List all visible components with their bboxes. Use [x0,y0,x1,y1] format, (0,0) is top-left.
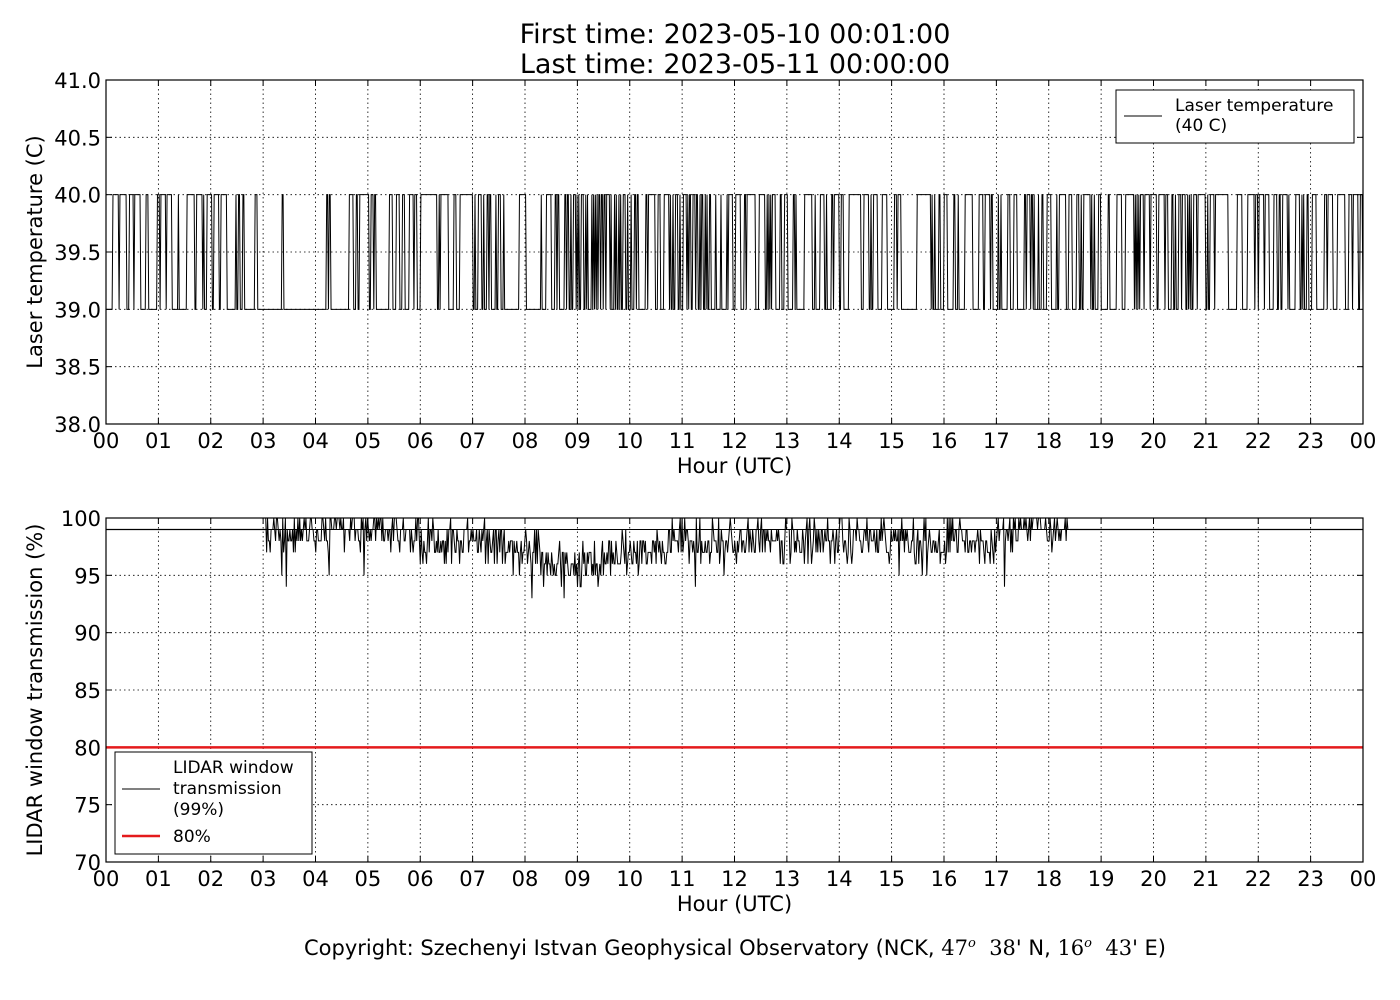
longitude-suffix: ' E) [1132,936,1167,960]
temp-x-tick-label: 19 [1088,429,1115,453]
lidar-x-tick-label: 20 [1140,867,1167,891]
temp-x-tick-label: 23 [1297,429,1324,453]
temp-x-tick-label: 01 [145,429,172,453]
laser-temperature-series-line [106,194,1363,310]
temp-y-tick-label: 39.5 [54,241,101,265]
laser-temperature-panel: 00 01 02 03 04 05 06 07 08 09 10 11 12 13 14 15 16 17 18 19… [23,69,1376,478]
temp-legend: Laser temperature(40 C) [1115,89,1355,144]
temp-legend-label-line2: (40 C) [1175,116,1227,136]
temp-x-tick-label: 18 [1035,429,1062,453]
lidar-x-tick-label: 00 [93,867,120,891]
temp-y-tick-label: 39.0 [54,298,101,322]
temp-y-tick-label: 41.0 [54,69,101,93]
lidar-x-tick-label: 19 [1088,867,1115,891]
temp-x-tick-label: 02 [197,429,224,453]
figure-title-line2: Last time: 2023-05-11 00:00:00 [520,49,950,80]
temp-axes-frame [105,79,1364,425]
lidar-transmission-panel: 00 01 02 03 04 05 06 07 08 09 10 11 12 13 14 15 16 17 18 19… [23,507,1376,916]
lidar-axes-frame [105,517,1364,863]
temp-x-tick-label: 09 [564,429,591,453]
lidar-y-axis-label: LIDAR window transmission (%) [23,524,47,857]
lidar-x-tick-label: 10 [616,867,643,891]
lidar-x-tick-label: 12 [721,867,748,891]
temp-y-tick-label: 40.5 [54,126,101,150]
lidar-legend-label-line3: (99%) [173,800,224,820]
lidar-x-axis-label: Hour (UTC) [677,892,792,916]
lidar-x-tick-label: 22 [1245,867,1272,891]
lidar-legend-label-threshold: 80% [173,827,211,847]
temp-x-tick-label: 15 [878,429,905,453]
lidar-x-tick-label: 21 [1193,867,1220,891]
temp-x-tick-label: 14 [826,429,853,453]
lidar-transmission-series-line [265,518,1070,599]
temp-x-tick-label: 20 [1140,429,1167,453]
temp-x-tick-label: 16 [931,429,958,453]
temp-x-tick-label: 04 [302,429,329,453]
lidar-x-tick-label: 17 [983,867,1010,891]
lidar-x-tick-label: 13 [774,867,801,891]
lidar-x-tick-label: 14 [826,867,853,891]
lidar-y-tick-label: 100 [61,507,101,531]
temp-y-tick-label: 38.5 [54,356,101,380]
temp-x-tick-label: 08 [512,429,539,453]
lidar-y-tick-label: 95 [74,564,101,588]
lidar-legend-label-line2: transmission [173,779,282,799]
latitude-degrees: 47o 38 [941,936,1016,960]
figure-title-line1: First time: 2023-05-10 00:01:00 [520,19,951,50]
lidar-y-tick-label: 85 [74,679,101,703]
lidar-legend-label-line1: LIDAR window [173,758,294,778]
lidar-x-tick-label: 00 [1350,867,1377,891]
temp-x-tick-label: 10 [616,429,643,453]
lidar-y-tick-label: 80 [74,736,101,760]
latitude-suffix: ' N, [1015,936,1058,960]
temp-x-tick-label: 07 [459,429,486,453]
lidar-x-tick-label: 16 [931,867,958,891]
temp-x-tick-label: 00 [1350,429,1377,453]
temp-y-tick-label: 38.0 [54,413,101,437]
temp-x-axis-label: Hour (UTC) [677,454,792,478]
lidar-x-tick-label: 18 [1035,867,1062,891]
temp-x-tick-label: 00 [93,429,120,453]
lidar-x-tick-label: 15 [878,867,905,891]
lidar-x-tick-label: 05 [355,867,382,891]
temp-x-tick-label: 21 [1193,429,1220,453]
longitude-degrees: 16o 43 [1057,936,1133,960]
temp-legend-label-line1: Laser temperature [1175,96,1333,116]
temp-y-tick-label: 40.0 [54,184,101,208]
temp-x-tick-label: 22 [1245,429,1272,453]
temp-x-tick-label: 03 [250,429,277,453]
temp-x-tick-label: 13 [774,429,801,453]
copyright-prefix: Copyright: Szechenyi Istvan Geophysical … [303,936,942,960]
lidar-x-tick-label: 02 [197,867,224,891]
temp-x-tick-label: 06 [407,429,434,453]
copyright-note: Copyright: Szechenyi Istvan Geophysical … [0,936,1400,960]
temp-x-tick-label: 17 [983,429,1010,453]
lidar-y-tick-label: 90 [74,622,101,646]
lidar-x-tick-label: 06 [407,867,434,891]
lidar-x-tick-label: 03 [250,867,277,891]
temp-y-axis-label: Laser temperature (C) [23,135,47,368]
lidar-x-tick-label: 23 [1297,867,1324,891]
lidar-y-tick-label: 75 [74,794,101,818]
lidar-x-tick-label: 07 [459,867,486,891]
lidar-x-tick-label: 08 [512,867,539,891]
temp-x-tick-label: 12 [721,429,748,453]
temp-x-tick-label: 05 [355,429,382,453]
lidar-x-tick-label: 11 [669,867,696,891]
lidar-x-tick-label: 09 [564,867,591,891]
lidar-x-tick-label: 04 [302,867,329,891]
lidar-y-tick-label: 70 [74,851,101,875]
lidar-x-tick-label: 01 [145,867,172,891]
temp-x-tick-label: 11 [669,429,696,453]
